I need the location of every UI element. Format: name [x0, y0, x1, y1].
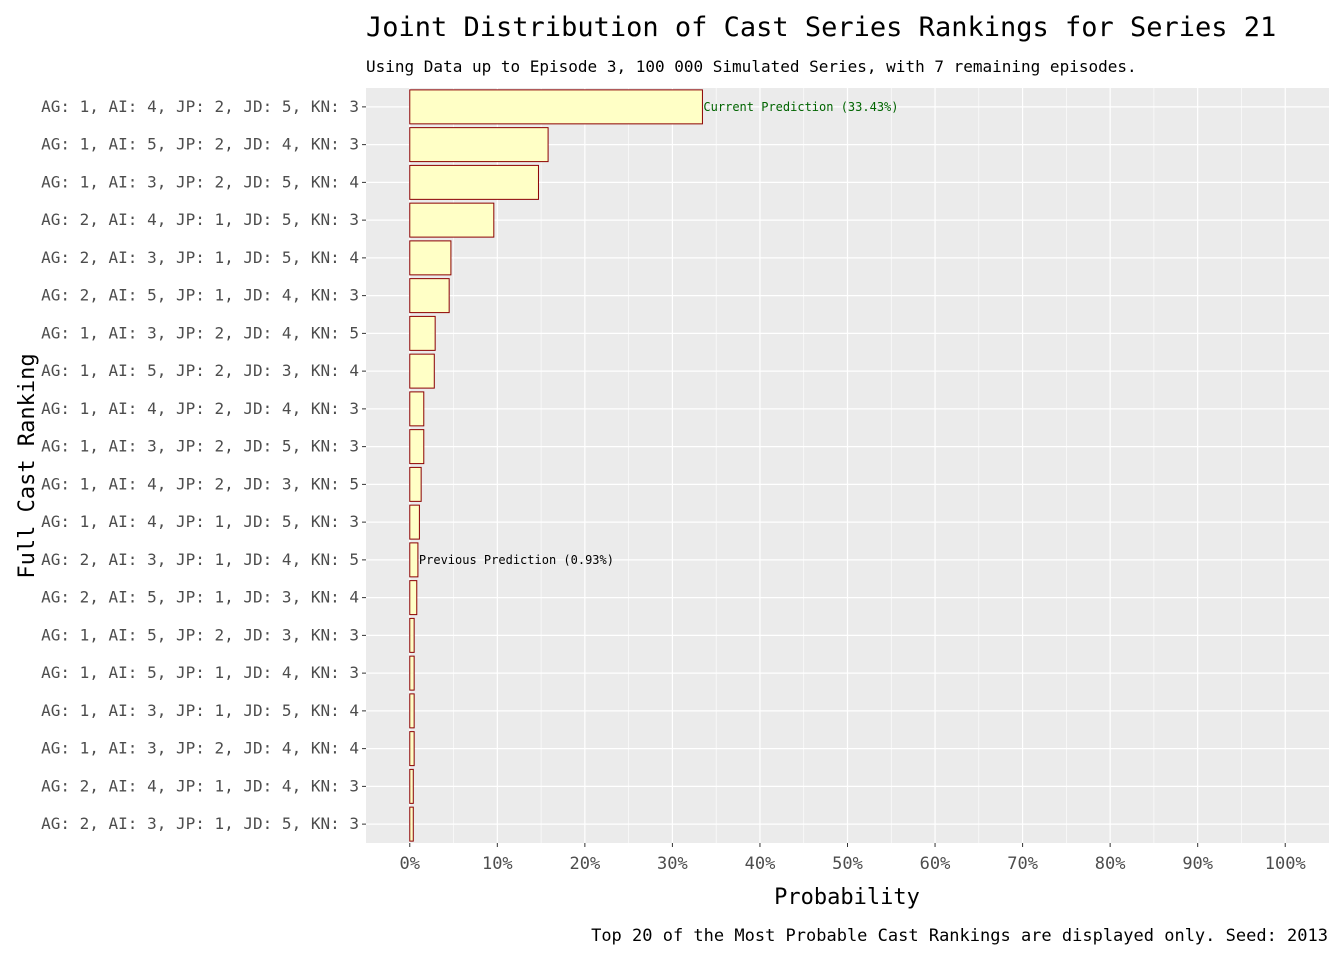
- bar: [409, 768, 414, 804]
- bar-annotation-label: Current Prediction (33.43%): [703, 100, 898, 114]
- y-tick-label: AG: 2, AI: 5, JP: 1, JD: 3, KN: 4: [41, 588, 359, 607]
- x-tick-label: 0%: [400, 854, 420, 874]
- x-tick-label: 70%: [1007, 854, 1038, 874]
- x-tick-label: 60%: [920, 854, 951, 874]
- grid-lines: [366, 88, 1329, 843]
- y-tick-label: AG: 1, AI: 4, JP: 2, JD: 3, KN: 5: [41, 474, 359, 493]
- bar-annotation-label: Previous Prediction (0.93%): [419, 553, 614, 567]
- bar: [409, 429, 425, 465]
- bar: [409, 617, 415, 653]
- x-tick-label: 30%: [657, 854, 688, 874]
- y-tick-label: AG: 1, AI: 3, JP: 2, JD: 4, KN: 4: [41, 739, 359, 758]
- x-tick-label: 10%: [482, 854, 513, 874]
- bar: [409, 164, 539, 200]
- bar: [409, 391, 425, 427]
- y-tick-label: AG: 1, AI: 4, JP: 2, JD: 4, KN: 3: [41, 399, 359, 418]
- bar: [409, 806, 414, 842]
- y-tick-label: AG: 2, AI: 3, JP: 1, JD: 5, KN: 4: [41, 248, 359, 267]
- bar: [409, 240, 452, 276]
- chart-title: Joint Distribution of Cast Series Rankin…: [366, 12, 1276, 43]
- x-axis-tick-labels: 0% 10% 20% 30% 40% 50% 60% 70% 80% 90% 100%: [400, 843, 1306, 874]
- y-tick-label: AG: 2, AI: 4, JP: 1, JD: 4, KN: 3: [41, 776, 359, 795]
- bar: [409, 89, 703, 125]
- y-tick-label: AG: 2, AI: 4, JP: 1, JD: 5, KN: 3: [41, 210, 359, 229]
- bar: [409, 315, 436, 351]
- bar: [409, 466, 422, 502]
- bar: [409, 693, 415, 729]
- bar: [409, 580, 418, 616]
- bar: [409, 353, 435, 389]
- y-tick-label: AG: 1, AI: 5, JP: 2, JD: 3, KN: 3: [41, 625, 359, 644]
- y-tick-label: AG: 2, AI: 3, JP: 1, JD: 5, KN: 3: [41, 814, 359, 833]
- y-tick-label: AG: 1, AI: 3, JP: 1, JD: 5, KN: 4: [41, 701, 359, 720]
- x-tick-label: 20%: [570, 854, 601, 874]
- bar: [409, 542, 419, 578]
- bar: [409, 731, 415, 767]
- bar: [409, 655, 415, 691]
- y-tick-label: AG: 1, AI: 4, JP: 2, JD: 5, KN: 3: [41, 97, 359, 116]
- x-tick-label: 50%: [832, 854, 863, 874]
- bar-annotations: Current Prediction (33.43%) Previous Pred…: [419, 100, 899, 567]
- x-axis-title: Probability: [774, 885, 920, 910]
- chart-subtitle: Using Data up to Episode 3, 100 000 Simu…: [366, 57, 1137, 76]
- bar: [409, 278, 450, 314]
- y-tick-label: AG: 1, AI: 5, JP: 1, JD: 4, KN: 3: [41, 663, 359, 682]
- x-tick-label: 100%: [1265, 854, 1306, 874]
- y-axis-title: Full Cast Ranking: [15, 353, 40, 578]
- bars: [409, 89, 703, 842]
- y-axis-tick-labels: AG: 1, AI: 4, JP: 2, JD: 5, KN: 3 AG: 1, …: [41, 97, 366, 833]
- y-tick-label: AG: 2, AI: 3, JP: 1, JD: 4, KN: 5: [41, 550, 359, 569]
- y-tick-label: AG: 1, AI: 5, JP: 2, JD: 3, KN: 4: [41, 361, 359, 380]
- y-tick-label: AG: 1, AI: 5, JP: 2, JD: 4, KN: 3: [41, 135, 359, 154]
- chart-caption: Top 20 of the Most Probable Cast Ranking…: [591, 926, 1328, 946]
- bar: [409, 202, 495, 238]
- y-tick-label: AG: 1, AI: 3, JP: 2, JD: 5, KN: 4: [41, 172, 359, 191]
- y-tick-label: AG: 1, AI: 3, JP: 2, JD: 4, KN: 5: [41, 323, 359, 342]
- x-tick-label: 40%: [745, 854, 776, 874]
- x-tick-label: 90%: [1182, 854, 1213, 874]
- y-tick-label: AG: 2, AI: 5, JP: 1, JD: 4, KN: 3: [41, 286, 359, 305]
- y-tick-label: AG: 1, AI: 3, JP: 2, JD: 5, KN: 3: [41, 437, 359, 456]
- y-tick-label: AG: 1, AI: 4, JP: 1, JD: 5, KN: 3: [41, 512, 359, 531]
- bar: [409, 504, 420, 540]
- x-tick-label: 80%: [1095, 854, 1126, 874]
- bar: [409, 127, 549, 163]
